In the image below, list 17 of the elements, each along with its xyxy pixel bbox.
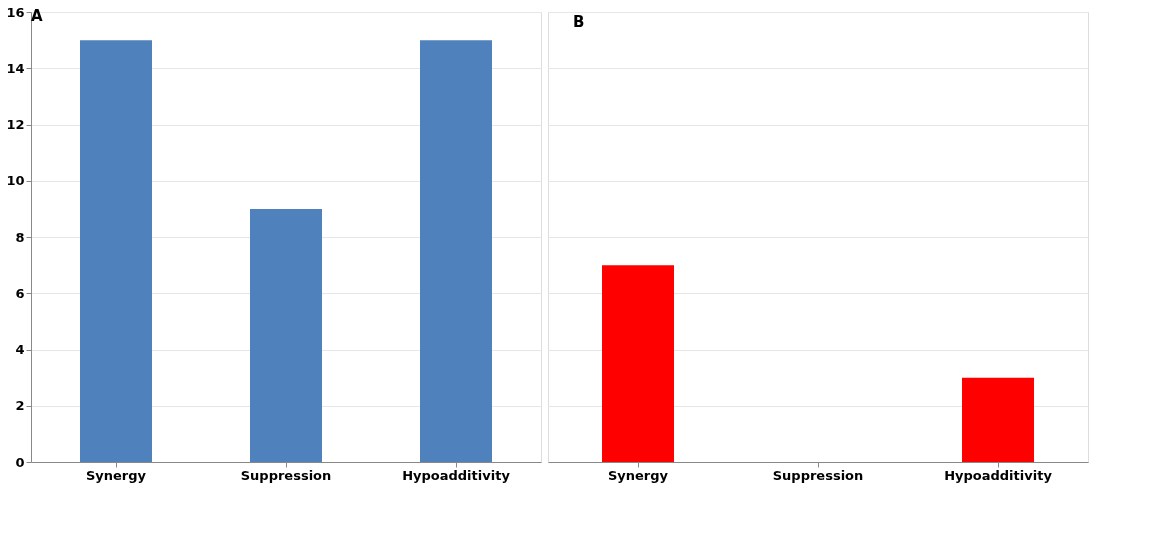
x-tick-label: Synergy — [607, 467, 669, 483]
x-tick-label: Suppression — [772, 467, 864, 483]
x-tick-label: Hypoadditivity — [944, 467, 1053, 483]
y-tick-label: 2 — [15, 398, 25, 414]
y-tick-label: 12 — [6, 117, 25, 132]
x-tick-label: Synergy — [85, 467, 147, 483]
y-tick-label: 8 — [15, 229, 25, 245]
y-tick-label: 16 — [6, 4, 25, 20]
x-tick-label: Hypoadditivity — [402, 467, 511, 483]
chart-title: B — [573, 13, 585, 31]
y-tick-label: 6 — [15, 285, 25, 301]
x-tick-label: Suppression — [240, 467, 332, 483]
y-tick-label: 4 — [15, 342, 25, 357]
y-tick-label: 14 — [6, 60, 25, 76]
y-tick-label: 0 — [15, 454, 25, 470]
y-tick-label: 10 — [6, 173, 25, 189]
chart-title: A — [30, 7, 43, 25]
